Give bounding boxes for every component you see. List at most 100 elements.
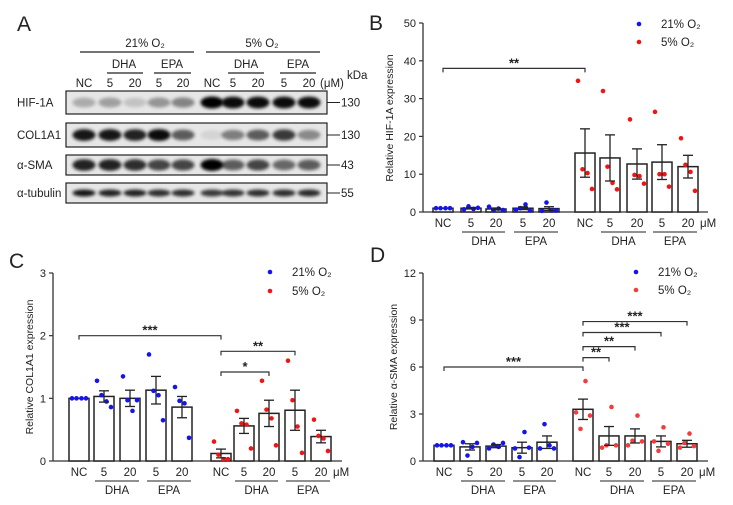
bar — [432, 207, 454, 213]
data-point — [635, 413, 640, 418]
x-tick-label: 5 — [659, 218, 665, 230]
treatment-label: DHA — [112, 59, 137, 71]
lane-label: NC — [76, 78, 93, 90]
blot-band — [123, 189, 147, 197]
treatment-label: DHA — [234, 59, 259, 71]
data-point — [434, 443, 440, 448]
significance-stars: ** — [509, 55, 520, 70]
lane-label: NC — [204, 78, 221, 90]
data-point — [687, 431, 692, 436]
data-point — [544, 200, 549, 205]
significance-bracket — [582, 320, 688, 326]
y-tick-label: 0 — [410, 456, 416, 468]
lane-label: 5 — [281, 78, 287, 90]
data-point — [542, 421, 547, 427]
significance-bracket — [582, 346, 636, 351]
x-tick-label: 5 — [101, 467, 107, 479]
significance-stars: *** — [142, 323, 158, 338]
blot-band — [272, 129, 296, 141]
x-tick-label: 20 — [682, 218, 695, 230]
blot-band — [171, 97, 195, 108]
significance-bracket — [582, 357, 610, 362]
lane-label: 20 — [129, 78, 142, 90]
legend-label: 5% O₂ — [292, 286, 325, 298]
legend-label: 21% O₂ — [661, 19, 701, 31]
group-label: EPA — [525, 236, 547, 248]
data-point — [269, 416, 274, 421]
data-point — [225, 456, 231, 462]
data-point — [661, 425, 666, 430]
x-unit-label: μM — [700, 218, 716, 230]
data-point — [186, 435, 192, 441]
kda-value: 43 — [341, 160, 354, 172]
lane-label: 5 — [230, 78, 236, 90]
data-point — [625, 443, 631, 448]
data-point — [683, 162, 688, 168]
blot-band — [221, 129, 245, 141]
data-point — [130, 408, 135, 414]
legend-marker — [633, 269, 639, 275]
blot-band — [200, 159, 224, 171]
data-point — [474, 440, 480, 446]
blot-band — [123, 129, 147, 141]
data-point — [688, 169, 693, 175]
y-tick-label: 50 — [404, 18, 416, 30]
group-label: DHA — [610, 485, 635, 497]
x-tick-label: 20 — [315, 467, 328, 479]
data-point — [299, 450, 305, 456]
data-point — [460, 439, 466, 445]
blot-band — [200, 189, 224, 197]
blot-band — [246, 189, 270, 197]
data-point — [79, 396, 84, 401]
data-point — [600, 88, 606, 94]
blot-band — [72, 189, 96, 197]
data-point — [599, 445, 605, 450]
blot-band — [297, 129, 321, 141]
significance-stars: * — [242, 359, 248, 374]
data-point — [578, 426, 583, 432]
data-point — [605, 164, 610, 169]
data-point — [641, 181, 647, 186]
data-point — [522, 429, 527, 435]
group-label: DHA — [244, 485, 269, 497]
data-point — [151, 388, 156, 394]
data-point — [486, 446, 492, 451]
data-point — [662, 171, 667, 177]
chart-alpha-sma: 0 3 6 9 12 Relative α-SMA expression NC 5 20 5 20 N… — [388, 267, 715, 497]
legend-marker — [636, 39, 642, 45]
protein-label: COL1A1 — [17, 130, 61, 142]
data-point — [316, 433, 321, 439]
data-point — [500, 440, 506, 446]
data-point — [160, 417, 166, 423]
lane-label: 20 — [252, 78, 265, 90]
data-point — [614, 187, 620, 192]
blot-band — [147, 159, 171, 171]
data-point — [273, 443, 279, 448]
blot-band — [246, 129, 270, 141]
blot-band — [147, 97, 171, 108]
x-tick-label: 20 — [541, 467, 554, 479]
y-axis-title: Relative α-SMA expression — [388, 304, 400, 430]
group-label: DHA — [611, 236, 636, 248]
data-point — [239, 421, 244, 426]
x-tick-label: 5 — [607, 218, 613, 230]
data-point — [610, 180, 615, 186]
x-tick-label: NC — [577, 218, 594, 230]
x-tick-label: NC — [71, 467, 88, 479]
data-point — [461, 207, 467, 212]
significance-stars: *** — [627, 309, 643, 324]
y-axis-title: Relative HIF-1A expression — [384, 54, 396, 181]
blot-band — [98, 189, 122, 197]
blot-band — [297, 96, 321, 109]
data-point — [587, 413, 593, 418]
condition-label: 5% O₂ — [245, 38, 278, 50]
x-tick-label: 5 — [467, 467, 473, 479]
x-tick-label: 5 — [292, 467, 298, 479]
chart-hif1a: 0 10 20 30 40 50 Relative HIF-1A expression NC 5… — [384, 18, 716, 248]
data-point — [513, 207, 519, 213]
blot-band — [98, 159, 122, 171]
x-tick-label: 20 — [543, 218, 556, 230]
data-point — [216, 452, 221, 458]
x-tick-label: NC — [435, 218, 452, 230]
data-point — [639, 439, 645, 444]
